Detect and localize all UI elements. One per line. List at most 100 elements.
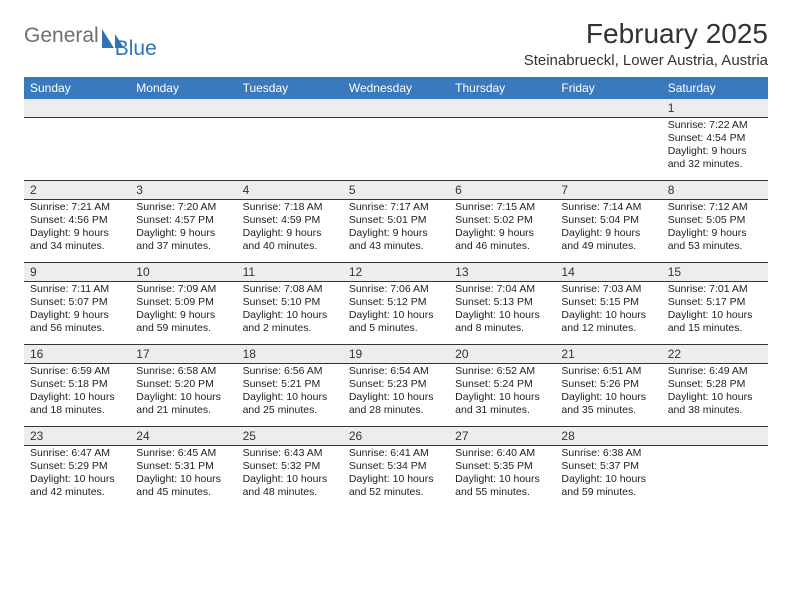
sunset-line: Sunset: 5:23 PM [349,378,443,391]
daylight-line: Daylight: 10 hours [243,391,337,404]
sunset-line: Sunset: 5:15 PM [561,296,655,309]
daylight-line: Daylight: 10 hours [30,473,124,486]
daylight-line2: and 42 minutes. [30,486,124,499]
sunrise-line: Sunrise: 6:56 AM [243,365,337,378]
sunrise-line: Sunrise: 7:15 AM [455,201,549,214]
daylight-line: Daylight: 9 hours [668,145,762,158]
day-cell [237,118,343,180]
sunrise-line: Sunrise: 6:41 AM [349,447,443,460]
day-number: 11 [237,263,343,281]
day-number: 24 [130,427,236,445]
daylight-line2: and 55 minutes. [455,486,549,499]
day-number [555,99,661,117]
sunset-line: Sunset: 5:09 PM [136,296,230,309]
daylight-line: Daylight: 10 hours [243,473,337,486]
week-1-body: Sunrise: 7:22 AM Sunset: 4:54 PM Dayligh… [24,118,768,181]
day-number: 7 [555,181,661,199]
daylight-line: Daylight: 10 hours [349,391,443,404]
sunset-line: Sunset: 4:57 PM [136,214,230,227]
daylight-line2: and 28 minutes. [349,404,443,417]
logo-word-1: General [24,24,99,48]
sunrise-line: Sunrise: 7:14 AM [561,201,655,214]
day-number: 17 [130,345,236,363]
daylight-line: Daylight: 10 hours [455,473,549,486]
sunset-line: Sunset: 5:07 PM [30,296,124,309]
day-number: 21 [555,345,661,363]
sunrise-line: Sunrise: 6:58 AM [136,365,230,378]
daylight-line: Daylight: 10 hours [455,309,549,322]
daylight-line: Daylight: 9 hours [30,309,124,322]
sunrise-line: Sunrise: 7:11 AM [30,283,124,296]
day-cell: Sunrise: 7:04 AMSunset: 5:13 PMDaylight:… [449,282,555,344]
daylight-line: Daylight: 9 hours [668,227,762,240]
day-number: 3 [130,181,236,199]
sunrise-line: Sunrise: 7:12 AM [668,201,762,214]
daylight-line2: and 25 minutes. [243,404,337,417]
daylight-line2: and 37 minutes. [136,240,230,253]
day-number: 14 [555,263,661,281]
logo: General Blue [24,24,169,48]
day-number [24,99,130,117]
daylight-line2: and 38 minutes. [668,404,762,417]
sunrise-line: Sunrise: 7:18 AM [243,201,337,214]
sunset-line: Sunset: 5:02 PM [455,214,549,227]
day-number: 27 [449,427,555,445]
sunset-line: Sunset: 5:24 PM [455,378,549,391]
day-number: 10 [130,263,236,281]
daylight-line2: and 15 minutes. [668,322,762,335]
sunrise-line: Sunrise: 6:49 AM [668,365,762,378]
sunrise-line: Sunrise: 7:03 AM [561,283,655,296]
daylight-line: Daylight: 10 hours [455,391,549,404]
day-cell: Sunrise: 7:11 AMSunset: 5:07 PMDaylight:… [24,282,130,344]
day-cell: Sunrise: 7:21 AMSunset: 4:56 PMDaylight:… [24,200,130,262]
dow-monday: Monday [130,77,236,99]
week-3-body: Sunrise: 7:11 AMSunset: 5:07 PMDaylight:… [24,282,768,345]
day-cell: Sunrise: 7:06 AMSunset: 5:12 PMDaylight:… [343,282,449,344]
sunset-line: Sunset: 5:35 PM [455,460,549,473]
day-number: 23 [24,427,130,445]
daylight-line2: and 12 minutes. [561,322,655,335]
sunrise-line: Sunrise: 7:04 AM [455,283,549,296]
week-5-body: Sunrise: 6:47 AMSunset: 5:29 PMDaylight:… [24,446,768,504]
sunrise-line: Sunrise: 6:54 AM [349,365,443,378]
day-cell: Sunrise: 7:01 AMSunset: 5:17 PMDaylight:… [662,282,768,344]
day-number: 15 [662,263,768,281]
day-cell: Sunrise: 7:18 AMSunset: 4:59 PMDaylight:… [237,200,343,262]
sunset-line: Sunset: 5:18 PM [30,378,124,391]
daylight-line2: and 59 minutes. [136,322,230,335]
day-cell: Sunrise: 7:14 AMSunset: 5:04 PMDaylight:… [555,200,661,262]
daylight-line: Daylight: 9 hours [30,227,124,240]
sunrise-line: Sunrise: 6:51 AM [561,365,655,378]
day-cell: Sunrise: 7:03 AMSunset: 5:15 PMDaylight:… [555,282,661,344]
day-cell: Sunrise: 6:40 AMSunset: 5:35 PMDaylight:… [449,446,555,504]
day-number [662,427,768,445]
sunset-line: Sunset: 5:01 PM [349,214,443,227]
sunset-line: Sunset: 5:34 PM [349,460,443,473]
day-cell: Sunrise: 6:56 AMSunset: 5:21 PMDaylight:… [237,364,343,426]
day-number: 28 [555,427,661,445]
sunset-line: Sunset: 5:17 PM [668,296,762,309]
day-cell: Sunrise: 6:49 AMSunset: 5:28 PMDaylight:… [662,364,768,426]
daylight-line2: and 18 minutes. [30,404,124,417]
day-number: 13 [449,263,555,281]
sunset-line: Sunset: 5:05 PM [668,214,762,227]
daylight-line2: and 8 minutes. [455,322,549,335]
day-number: 18 [237,345,343,363]
day-cell: Sunrise: 7:15 AMSunset: 5:02 PMDaylight:… [449,200,555,262]
location-subtitle: Steinabrueckl, Lower Austria, Austria [524,52,768,69]
day-cell: Sunrise: 6:58 AMSunset: 5:20 PMDaylight:… [130,364,236,426]
daylight-line: Daylight: 9 hours [136,309,230,322]
day-cell: Sunrise: 6:59 AMSunset: 5:18 PMDaylight:… [24,364,130,426]
day-cell [343,118,449,180]
sunrise-line: Sunrise: 7:09 AM [136,283,230,296]
daylight-line2: and 45 minutes. [136,486,230,499]
day-number: 20 [449,345,555,363]
daylight-line: Daylight: 10 hours [561,309,655,322]
sunset-line: Sunset: 4:54 PM [668,132,762,145]
sunset-line: Sunset: 5:04 PM [561,214,655,227]
sunrise-line: Sunrise: 7:06 AM [349,283,443,296]
day-cell: Sunrise: 6:43 AMSunset: 5:32 PMDaylight:… [237,446,343,504]
day-number: 6 [449,181,555,199]
day-cell [130,118,236,180]
day-cell: Sunrise: 6:45 AMSunset: 5:31 PMDaylight:… [130,446,236,504]
